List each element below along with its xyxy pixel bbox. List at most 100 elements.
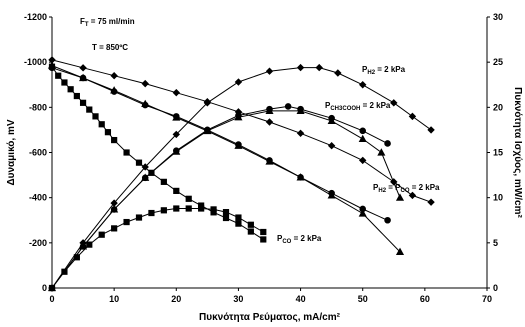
- voltage-point-h2co: [358, 209, 367, 217]
- power-point-h2co: [172, 147, 181, 155]
- power-line-h2co: [51, 110, 401, 289]
- power-point-h2co: [296, 106, 305, 115]
- y-right-tick-label: 15: [493, 148, 503, 158]
- labels: FT = 75 ml/min T = 850ºC PH2 = 2 kPa PCH3CO…: [80, 17, 440, 245]
- voltage-point-h2co: [265, 157, 274, 165]
- y-right-tick-label: 5: [493, 238, 498, 248]
- power-point-ch3cooh: [384, 140, 391, 147]
- power-point-h2: [334, 69, 342, 77]
- voltage-point-co: [73, 92, 80, 100]
- axes: 0 10 20 30 40 50 60 700-200-400-600-800-1000-12…: [6, 12, 523, 323]
- power-point-co: [210, 206, 217, 213]
- power-point-h2co: [395, 193, 405, 201]
- voltage-point-h2co: [395, 247, 405, 255]
- voltage-point-ch3cooh: [384, 216, 391, 224]
- x-tick-label: 0: [49, 294, 54, 304]
- voltage-point-co: [260, 236, 267, 243]
- power-point-co: [48, 284, 56, 292]
- voltage-point-co: [160, 178, 167, 185]
- power-point-co: [173, 205, 180, 212]
- power-point-co: [222, 209, 230, 216]
- x-axis-label: Πυκνότητα Ρεύματος, mA/cm²: [199, 312, 341, 323]
- power-point-co: [148, 209, 155, 217]
- x-tick-label: 70: [482, 294, 492, 304]
- power-point-co: [185, 205, 192, 212]
- voltage-point-co: [173, 187, 180, 194]
- y-left-tick-label: -1000: [24, 57, 47, 67]
- voltage-point-h2: [265, 118, 274, 126]
- y-right-tick-label: 10: [493, 193, 503, 203]
- voltage-point-h2co: [110, 86, 119, 94]
- y-left-tick-label: -600: [29, 148, 47, 158]
- voltage-point-h2co: [141, 99, 150, 108]
- y-left-tick-label: -800: [29, 102, 47, 112]
- voltage-point-h2co: [172, 113, 181, 121]
- y-left-tick-label: -200: [29, 238, 47, 248]
- power-point-co: [98, 231, 105, 238]
- voltage-point-co: [61, 79, 68, 86]
- markers: [47, 56, 435, 292]
- power-point-co: [73, 254, 80, 261]
- power-point-h2: [203, 99, 212, 107]
- x-tick-label: 40: [296, 294, 306, 304]
- power-point-co: [247, 221, 254, 228]
- voltage-point-h2co: [296, 173, 305, 181]
- series-label-h2co: PH2 = PCO = 2 kPa: [373, 183, 440, 194]
- voltage-point-h2: [296, 129, 305, 138]
- x-tick-label: 20: [171, 294, 181, 304]
- x-tick-label: 60: [420, 294, 430, 304]
- voltage-point-co: [135, 159, 143, 166]
- voltage-point-h2: [110, 72, 118, 80]
- flow-annotation: FT = 75 ml/min: [80, 17, 135, 28]
- voltage-point-co: [235, 220, 242, 227]
- power-point-h2: [234, 78, 243, 86]
- power-point-h2co: [234, 113, 243, 121]
- power-point-h2co: [358, 134, 367, 143]
- voltage-point-h2co: [234, 141, 243, 149]
- voltage-point-h2: [359, 156, 367, 165]
- voltage-point-co: [148, 169, 155, 176]
- power-point-h2: [296, 63, 305, 72]
- series-label-co: PCO = 2 kPa: [277, 234, 322, 245]
- voltage-point-h2: [427, 198, 435, 206]
- voltage-point-co: [222, 214, 230, 222]
- power-point-co: [135, 214, 143, 221]
- voltage-point-h2: [390, 178, 398, 186]
- power-point-h2co: [110, 205, 119, 213]
- voltage-point-co: [48, 63, 56, 70]
- power-line-ch3cooh: [51, 105, 388, 289]
- voltage-point-h2: [327, 142, 336, 150]
- power-point-h2: [427, 126, 435, 134]
- y-right-axis-label: Πυκνότητα Ισχύος, mW/cm²: [512, 87, 523, 218]
- power-point-h2co: [79, 242, 88, 250]
- voltage-point-co: [104, 129, 112, 136]
- temperature-annotation: T = 850ºC: [92, 43, 128, 52]
- power-point-co: [111, 225, 118, 232]
- voltage-point-co: [92, 113, 99, 120]
- voltage-point-co: [86, 106, 93, 113]
- x-tick-label: 10: [109, 294, 119, 304]
- y-left-tick-label: -1200: [24, 12, 47, 22]
- power-point-h2: [408, 112, 417, 121]
- voltage-point-h2: [79, 64, 87, 72]
- power-point-h2co: [141, 173, 150, 181]
- voltage-point-h2co: [79, 73, 88, 82]
- power-point-h2co: [377, 148, 386, 156]
- y-left-tick-label: 0: [42, 283, 47, 293]
- power-point-h2co: [327, 116, 336, 124]
- power-point-h2: [265, 67, 274, 75]
- curves: [51, 59, 432, 289]
- voltage-line-co: [51, 66, 264, 240]
- voltage-point-co: [55, 72, 62, 79]
- series-label-ch3cooh: PCH3COOH = 2 kPa: [325, 101, 391, 112]
- power-point-ch3cooh: [359, 127, 367, 135]
- y-right-tick-label: 25: [493, 57, 503, 67]
- series-label-h2: PH2 = 2 kPa: [362, 65, 406, 76]
- power-point-co: [123, 218, 130, 226]
- power-point-h2: [141, 163, 149, 171]
- voltage-point-h2: [141, 79, 149, 88]
- voltage-line-h2: [51, 59, 432, 203]
- power-point-co: [61, 268, 68, 275]
- y-left-tick-label: -400: [29, 193, 47, 203]
